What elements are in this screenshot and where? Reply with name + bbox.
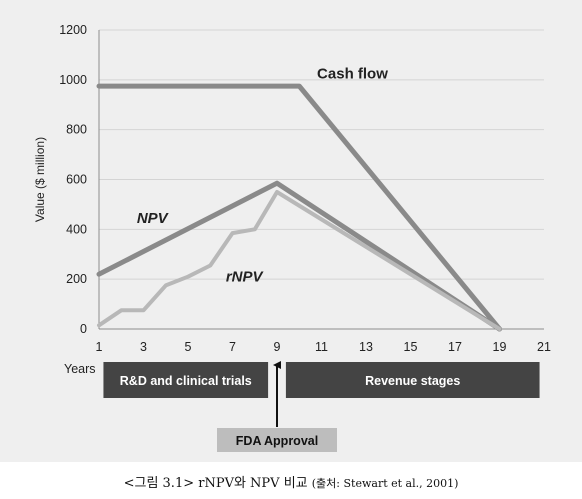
grid	[99, 29, 544, 280]
x-tick-label: 1	[96, 340, 103, 354]
y-axis-title: Value ($ million)	[33, 137, 47, 222]
series-line-rnpv	[97, 190, 502, 331]
x-tick-label: 7	[229, 340, 236, 354]
x-tick-label: 21	[537, 340, 551, 354]
fda-label-box	[217, 428, 337, 452]
stage-bar-label-2: Revenue stages	[365, 374, 460, 388]
stage-bar-label-1: R&D and clinical trials	[120, 374, 252, 388]
x-tick-label: 9	[274, 340, 281, 354]
y-tick-label: 200	[66, 272, 87, 286]
x-tick-label: 15	[404, 340, 418, 354]
caption-source: (출처: Stewart et al., 2001)	[311, 477, 459, 490]
y-tick-label: 400	[66, 222, 87, 236]
y-tick-label: 1200	[59, 23, 87, 37]
y-tick-label: 800	[66, 123, 87, 137]
figure-caption: <그림 3.1> rNPV와 NPV 비교 (출처: Stewart et al…	[0, 472, 582, 491]
caption-main: <그림 3.1> rNPV와 NPV 비교	[123, 476, 308, 491]
series-lines	[96, 83, 502, 332]
y-tick-label: 1000	[59, 73, 87, 87]
x-axis-prefix-label: Years	[64, 362, 96, 376]
fda-milestone: FDA Approval	[217, 361, 337, 452]
stage-bar-2	[285, 362, 540, 398]
series-line-npv	[96, 180, 502, 332]
series-label-npv: NPV	[137, 210, 170, 227]
series-line-cash-flow	[96, 83, 502, 332]
x-tick-label: 19	[493, 340, 507, 354]
x-tick-label: 17	[448, 340, 462, 354]
stage-bar-1	[103, 362, 269, 398]
y-tick-label: 0	[80, 322, 87, 336]
fda-label: FDA Approval	[236, 434, 318, 448]
series-label-cash-flow: Cash flow	[317, 66, 388, 83]
series-labels: Cash flow NPV rNPV	[137, 66, 388, 286]
x-tick-label: 5	[185, 340, 192, 354]
y-tick-label: 600	[66, 173, 87, 187]
x-tick-label: 11	[315, 340, 328, 354]
x-tick-label: 13	[359, 340, 373, 354]
x-tick-label: 3	[140, 340, 147, 354]
stage-bars: R&D and clinical trials Revenue stages	[103, 362, 540, 398]
series-label-rnpv: rNPV	[226, 269, 265, 286]
